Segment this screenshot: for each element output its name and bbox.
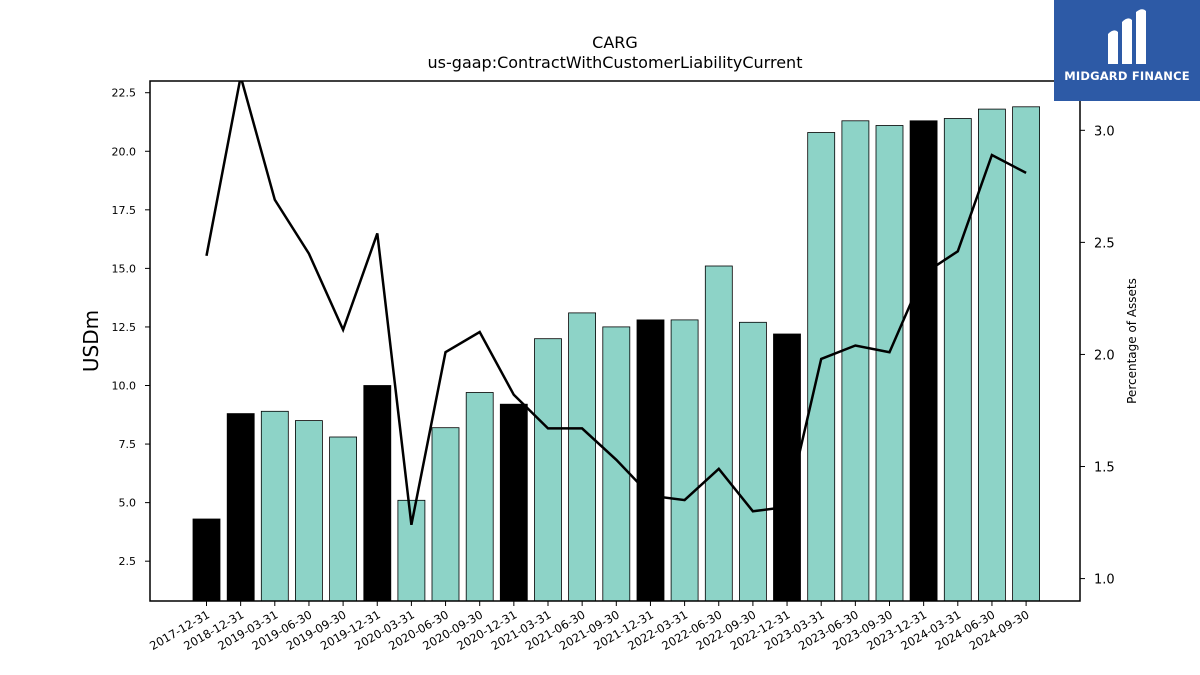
bar-2024-09-30 (1012, 106, 1040, 602)
bar-2021-06-30 (568, 312, 596, 602)
bar-2019-12-31 (363, 385, 392, 602)
y-tick-label: 15.0 (112, 262, 137, 275)
y-tick-label: 22.5 (112, 87, 137, 100)
bar-2024-06-30 (978, 108, 1006, 602)
logo-text: MIDGARD FINANCE (1064, 69, 1190, 83)
plot-frame (149, 80, 1081, 602)
bars-group (192, 106, 1040, 602)
bar-2017-12-31 (192, 518, 221, 602)
bar-2020-12-31 (499, 403, 528, 602)
bar-2024-03-31 (943, 118, 972, 602)
bar-2020-09-30 (465, 392, 494, 602)
y2-tick-label: 1.0 (1094, 573, 1115, 588)
y2-tick-label: 2.5 (1094, 236, 1115, 251)
bar-2022-09-30 (739, 321, 767, 602)
y-tick-label: 5.0 (119, 497, 137, 510)
bar-2023-03-31 (807, 132, 836, 602)
y-tick-label: 20.0 (112, 145, 137, 158)
y-tick-label: 7.5 (119, 438, 137, 451)
y-tick-label: 2.5 (119, 555, 137, 568)
y-tick-label: 12.5 (112, 321, 137, 334)
y2-axis-label: Percentage of Assets (1125, 278, 1139, 404)
y-axis-right: 1.0 1.5 2.0 2.5 3.0 (1080, 124, 1115, 588)
bar-2022-06-30 (704, 265, 733, 602)
bar-2023-12-31 (909, 120, 938, 602)
y2-tick-label: 3.0 (1094, 124, 1115, 139)
y2-tick-label: 1.5 (1094, 461, 1115, 476)
bar-2021-12-31 (636, 319, 665, 602)
chart-title: CARG (592, 33, 638, 52)
bar-2020-06-30 (431, 427, 460, 602)
line-group (205, 81, 1027, 526)
y-axis-left: 2.5 5.0 7.5 10.0 12.5 15.0 17.5 20.0 22.5 (112, 87, 150, 568)
logo-mark-icon (1108, 9, 1146, 65)
bar-2019-03-31 (260, 410, 289, 602)
x-axis: 2017-12-312018-12-312019-03-312019-06-30… (147, 601, 1032, 653)
bar-2021-09-30 (602, 326, 631, 602)
midgard-finance-logo: MIDGARD FINANCE (1054, 0, 1200, 101)
y-axis-label: USDm (79, 310, 103, 372)
y-tick-label: 17.5 (112, 204, 137, 217)
y-tick-label: 10.0 (112, 380, 137, 393)
bar-2023-09-30 (875, 125, 904, 602)
bar-2019-06-30 (294, 420, 323, 602)
bar-2023-06-30 (841, 120, 870, 602)
bar-2019-09-30 (329, 436, 358, 602)
chart-subtitle: us-gaap:ContractWithCustomerLiabilityCur… (428, 53, 803, 72)
bar-2021-03-31 (534, 338, 562, 602)
pct-assets-line (205, 81, 1027, 526)
bar-2018-12-31 (226, 413, 255, 602)
bar-2022-03-31 (670, 319, 699, 602)
y2-tick-label: 2.0 (1094, 348, 1115, 363)
